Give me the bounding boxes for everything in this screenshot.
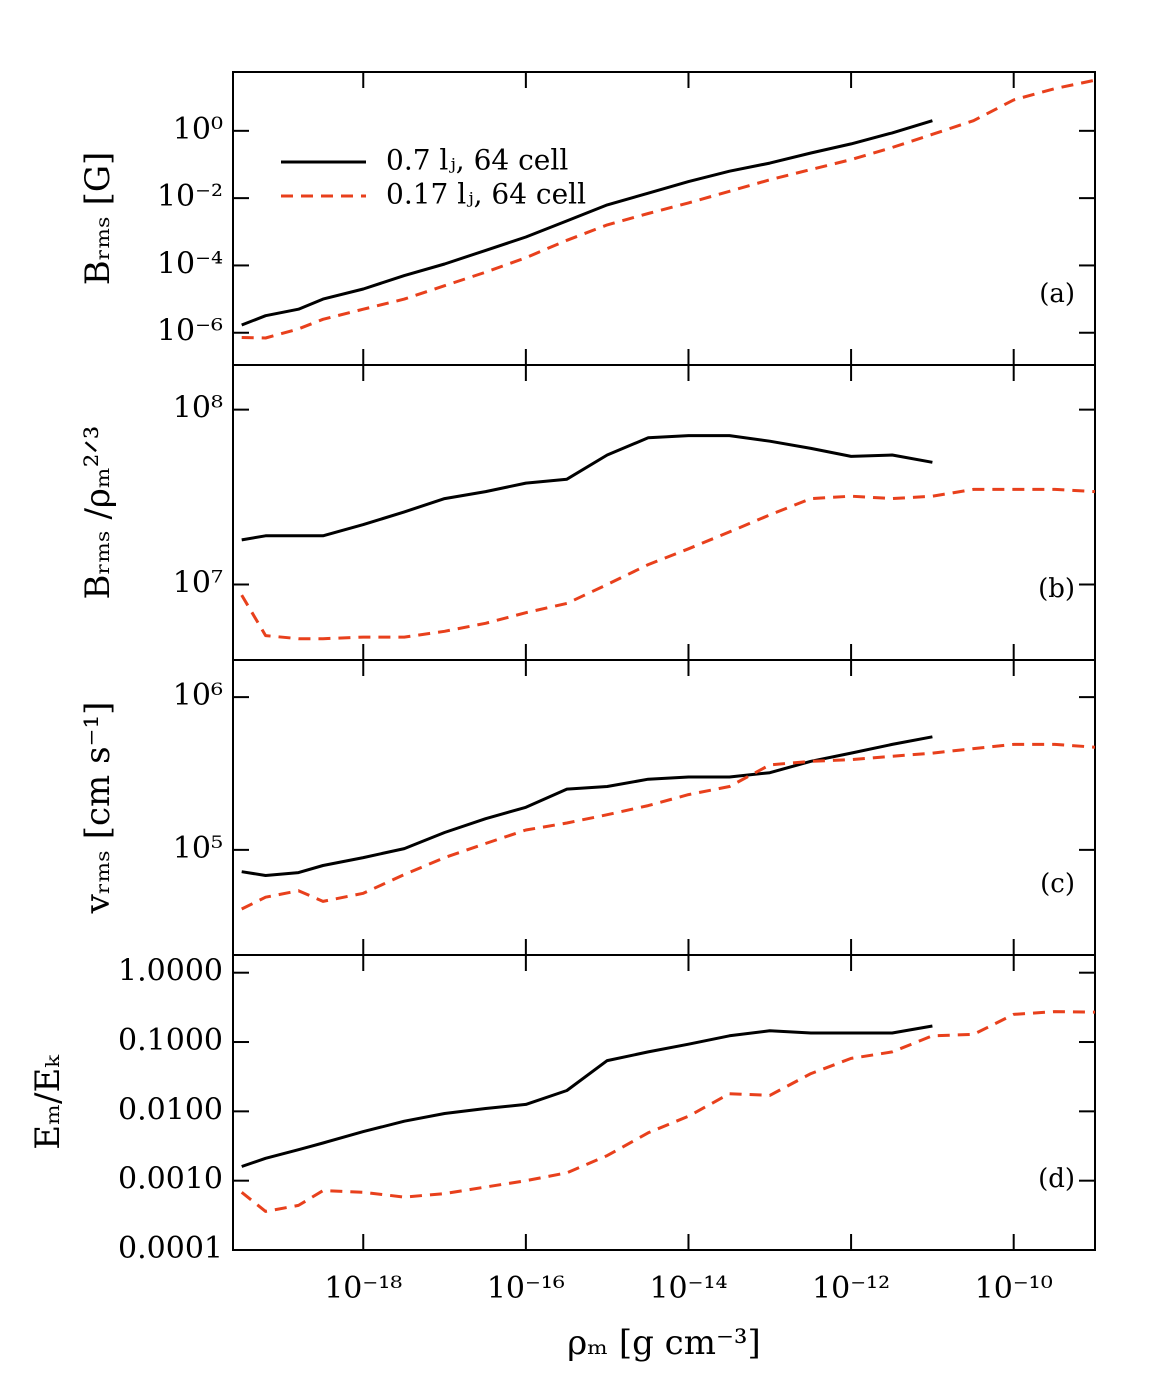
y-tick-label: 10⁸ xyxy=(173,391,223,426)
plot-frame xyxy=(232,71,1096,366)
panel-label: (b) xyxy=(1038,574,1075,604)
y-tick-label: 1.0000 xyxy=(118,954,223,989)
plot-frame xyxy=(232,364,1096,661)
series-line xyxy=(241,742,1096,911)
plot-frame xyxy=(232,954,1096,1251)
y-tick-label: 10⁶ xyxy=(173,678,223,713)
y-tick-label: 0.0001 xyxy=(118,1231,223,1266)
y-tick-label: 0.0010 xyxy=(118,1162,223,1197)
y-tick-label: 10⁻² xyxy=(157,179,223,214)
x-tick-label: 10⁻¹⁸ xyxy=(324,1271,402,1306)
y-tick-label: 10⁰ xyxy=(173,112,223,147)
panel-label: (c) xyxy=(1040,869,1075,899)
series-line xyxy=(241,434,933,542)
x-tick-label: 10⁻¹⁶ xyxy=(487,1271,565,1306)
x-tick-label: 10⁻¹⁴ xyxy=(649,1271,727,1306)
y-tick-label: 0.1000 xyxy=(118,1023,223,1058)
series-line xyxy=(240,487,1096,641)
y-tick-label: 10⁵ xyxy=(173,831,223,866)
y-tick-label: 0.0100 xyxy=(118,1092,223,1127)
y-tick-label: 10⁻⁶ xyxy=(157,314,223,349)
x-tick-label: 10⁻¹⁰ xyxy=(975,1271,1053,1306)
y-axis-label: Eₘ/Eₖ xyxy=(28,1054,68,1150)
y-axis-label: Bᵣₘₛ [G] xyxy=(78,152,118,286)
y-axis-label: vᵣₘₛ [cm s⁻¹] xyxy=(78,702,118,915)
series-line xyxy=(241,735,933,877)
series-line xyxy=(241,119,933,327)
y-tick-label: 10⁻⁴ xyxy=(157,246,223,281)
series-line xyxy=(241,78,1096,340)
series-line xyxy=(241,1024,933,1168)
y-axis-label: Bᵣₘₛ /ρₘ²ᐟ³ xyxy=(78,426,118,600)
legend-label: 0.7 lⱼ, 64 cell xyxy=(386,144,568,177)
panel-label: (a) xyxy=(1039,279,1075,309)
y-tick-label: 10⁷ xyxy=(173,565,223,600)
series-line xyxy=(240,1010,1096,1213)
legend-label: 0.17 lⱼ, 64 cell xyxy=(386,178,586,211)
plot-frame xyxy=(232,659,1096,956)
panel-label: (d) xyxy=(1038,1164,1075,1194)
x-axis-label: ρₘ [g cm⁻³] xyxy=(567,1323,761,1363)
x-tick-label: 10⁻¹² xyxy=(812,1271,890,1306)
